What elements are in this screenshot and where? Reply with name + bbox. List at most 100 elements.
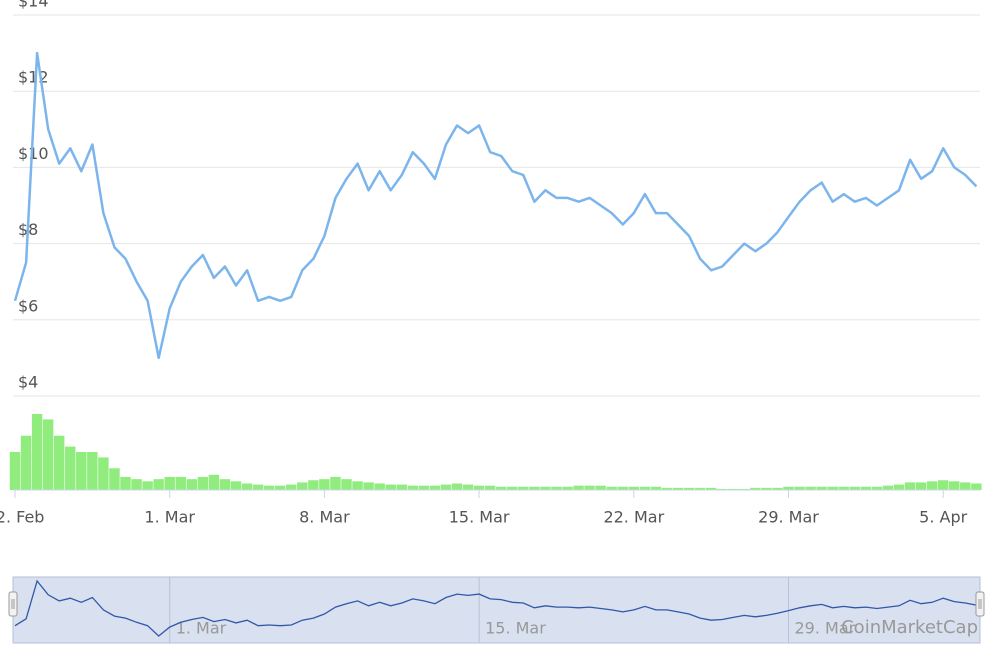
volume-bar [628, 486, 640, 490]
navigator-handle[interactable] [975, 591, 985, 617]
volume-bar [672, 487, 684, 490]
volume-bar [9, 452, 21, 490]
volume-bar [882, 485, 894, 490]
volume-bar [53, 435, 65, 490]
volume-bar [98, 457, 109, 490]
volume-bar [937, 480, 949, 490]
navigator-line [14, 579, 977, 637]
volume-bar [573, 485, 584, 490]
volume-bar [728, 488, 739, 490]
volume-bar [31, 414, 43, 490]
volume-bar [960, 482, 971, 490]
x-tick-label: 22. Feb [0, 508, 44, 527]
volume-bar [562, 486, 573, 490]
volume-bar [694, 487, 706, 490]
volume-bar [661, 487, 673, 490]
volume-bar [739, 488, 750, 490]
volume-bar [87, 452, 98, 490]
x-tick-label: 29. Mar [758, 508, 819, 527]
volume-bar [374, 483, 385, 490]
navigator-label: 1. Mar [176, 619, 227, 638]
volume-bar [716, 488, 728, 490]
volume-bar [319, 479, 330, 490]
volume-bar [219, 479, 231, 490]
volume-bar [208, 474, 220, 490]
volume-bar [926, 481, 938, 490]
volume-bar [230, 481, 242, 490]
volume-bar [429, 485, 441, 490]
volume-bar [186, 479, 198, 490]
volume-bar [440, 484, 452, 490]
volume-bar [197, 476, 209, 490]
volume-bar [473, 485, 485, 490]
volume-bar [507, 486, 518, 490]
volume-bar [109, 468, 120, 490]
x-tick-label: 1. Mar [144, 508, 195, 527]
volume-bar [551, 486, 562, 490]
volume-bar [617, 486, 628, 490]
volume-bar [949, 481, 960, 490]
volume-bar [838, 486, 849, 490]
volume-bar [529, 486, 540, 490]
volume-bar [540, 486, 551, 490]
volume-bar [131, 479, 142, 490]
volume-bar [860, 486, 872, 490]
volume-bar [363, 482, 374, 490]
y-tick-label: $6 [18, 296, 38, 315]
volume-bar [308, 480, 319, 490]
volume-bar [418, 485, 430, 490]
volume-bar [341, 479, 352, 490]
volume-bar [462, 484, 474, 490]
volume-bar [816, 486, 827, 490]
volume-bar [241, 483, 253, 490]
volume-bar [639, 486, 651, 490]
price-line [13, 51, 978, 360]
volume-bar [142, 481, 153, 490]
volume-bar [971, 483, 982, 490]
volume-bar [175, 476, 186, 490]
x-tick-label: 15. Mar [449, 508, 510, 527]
navigator-label: 15. Mar [485, 619, 546, 638]
watermark: CoinMarketCap [841, 617, 978, 638]
volume-bar [385, 484, 396, 490]
navigator-label: 29. Mar [795, 619, 856, 638]
volume-bar [286, 484, 297, 490]
volume-bar [164, 476, 175, 490]
volume-bar [650, 486, 662, 490]
volume-bar [352, 481, 363, 490]
volume-bar [330, 476, 341, 490]
volume-bar [451, 483, 463, 490]
volume-bar [65, 446, 76, 490]
x-tick-label: 22. Mar [603, 508, 664, 527]
navigator[interactable] [12, 576, 981, 644]
volume-bar [904, 482, 916, 490]
volume-bar [683, 487, 695, 490]
x-tick-label: 8. Mar [299, 508, 350, 527]
volume-bar [794, 486, 805, 490]
volume-bar [761, 487, 772, 490]
volume-bar [495, 486, 507, 490]
volume-bar [42, 419, 54, 490]
volume-bar [396, 484, 407, 490]
volume-bar [297, 482, 308, 490]
volume-bar [263, 485, 275, 490]
volume-bar [915, 482, 927, 490]
volume-bar [518, 486, 529, 490]
volume-bar [827, 486, 838, 490]
volume-bar [705, 487, 717, 490]
volume-bar [805, 486, 816, 490]
y-tick-label: $10 [18, 144, 49, 163]
volume-bar [252, 484, 264, 490]
volume-bar [750, 487, 761, 490]
volume-bar [153, 479, 164, 490]
volume-bar [584, 485, 595, 490]
volume-bar [407, 485, 419, 490]
volume-bar [595, 485, 606, 490]
x-tick-label: 5. Apr [919, 508, 967, 527]
y-tick-label: $14 [18, 0, 49, 11]
volume-bar [484, 485, 496, 490]
volume-bar [120, 476, 131, 490]
volume-bar [76, 452, 87, 490]
navigator-handle[interactable] [8, 591, 18, 617]
